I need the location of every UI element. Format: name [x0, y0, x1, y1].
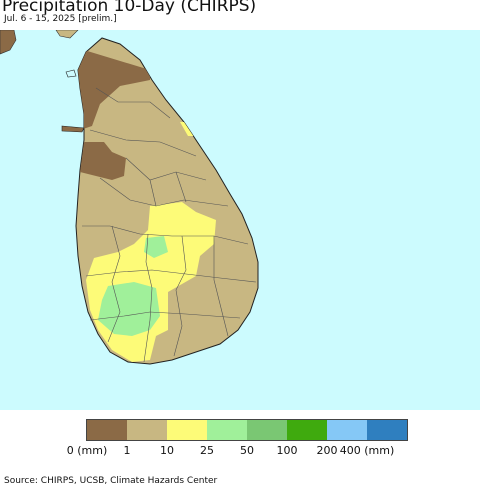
zone-green-2: [98, 282, 160, 336]
precipitation-map: [0, 29, 480, 410]
legend-swatch-4: [247, 420, 287, 440]
legend-label-2: 10: [160, 444, 174, 457]
legend-swatch-0: [87, 420, 127, 440]
legend-swatch-6: [327, 420, 367, 440]
map-title: Precipitation 10-Day (CHIRPS): [2, 0, 257, 16]
zone-dry-west: [80, 142, 126, 180]
map-svg: [0, 29, 480, 410]
jaffna-islet: [65, 69, 77, 78]
legend-swatch-2: [167, 420, 207, 440]
legend-swatch-1: [127, 420, 167, 440]
legend-label-5: 100: [276, 444, 298, 457]
legend-color-bar: [86, 419, 408, 441]
zone-green-1: [144, 236, 168, 258]
legend-label-4: 50: [240, 444, 254, 457]
legend-label-3: 25: [200, 444, 214, 457]
zone-dry-north: [76, 50, 150, 130]
legend-swatch-5: [287, 420, 327, 440]
rainfall-zones: [76, 50, 216, 362]
legend-label-6: 200: [316, 444, 338, 457]
legend-label-7: 400 (mm): [339, 444, 395, 457]
legend-label-0: 0 (mm): [66, 444, 108, 457]
district-boundaries: [82, 87, 257, 363]
map-subtitle: Jul. 6 - 15, 2025 [prelim.]: [4, 14, 117, 24]
mannar-island: [61, 125, 85, 133]
legend-label-1: 1: [123, 444, 131, 457]
india-coast: [0, 29, 17, 55]
source-text: Source: CHIRPS, UCSB, Climate Hazards Ce…: [4, 476, 218, 486]
india-coast-2: [55, 29, 79, 39]
legend-labels: 0 (mm) 1 10 25 50 100 200 400 (mm): [67, 444, 408, 460]
legend-swatch-3: [207, 420, 247, 440]
legend-swatch-7: [367, 420, 407, 440]
legend: 0 (mm) 1 10 25 50 100 200 400 (mm): [67, 419, 408, 460]
